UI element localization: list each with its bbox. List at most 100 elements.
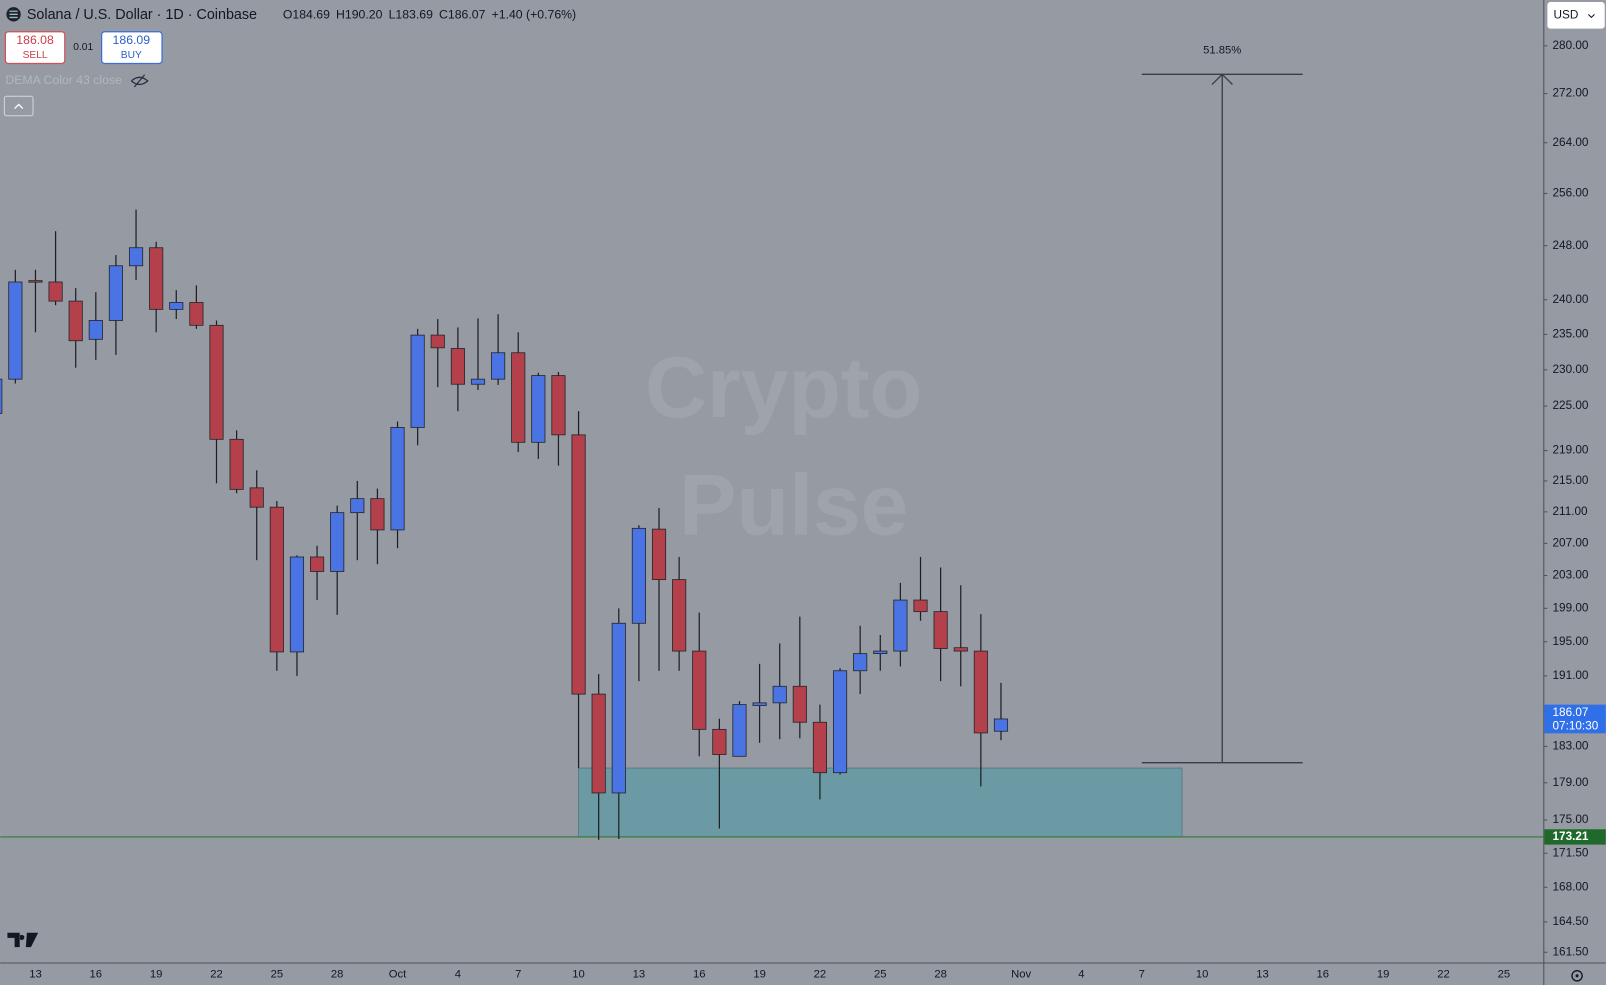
x-tick-label: 19 <box>753 969 766 981</box>
candle-body <box>149 247 164 310</box>
candle-body <box>128 247 144 267</box>
candle-body <box>913 599 928 613</box>
candle-body <box>993 718 1009 732</box>
candle-body <box>752 702 767 706</box>
candle-body <box>792 685 807 723</box>
ohlc-legend: O184.69 H190.20 L183.69 C186.07 +1.40 (+0.76… <box>283 8 576 22</box>
watermark: Crypto <box>645 340 922 436</box>
x-tick-label: 28 <box>331 969 344 981</box>
last-price-tag <box>1544 704 1606 734</box>
x-tick-label: 25 <box>874 969 887 981</box>
candle-body <box>491 352 506 380</box>
x-tick-label: 7 <box>1139 969 1145 981</box>
tradingview-logo <box>7 932 39 948</box>
ohlc-value: 184.69 <box>292 8 330 22</box>
x-tick-label: 4 <box>1078 969 1084 981</box>
symbol-icon-lines <box>9 10 18 19</box>
candle-body <box>832 670 848 774</box>
candle-body <box>973 650 988 734</box>
y-tick-label: 272.00 <box>1553 87 1589 100</box>
candle-body <box>672 579 687 652</box>
y-tick-label: 264.00 <box>1553 136 1589 149</box>
candle-body <box>88 320 103 340</box>
y-tick-label: 179.00 <box>1553 776 1589 789</box>
x-tick-label: 22 <box>1437 969 1450 981</box>
settings-button[interactable] <box>1571 969 1583 982</box>
x-tick-label: 25 <box>271 969 284 981</box>
x-tick-label: 22 <box>814 969 827 981</box>
x-tick-label: 28 <box>934 969 947 981</box>
candle-body <box>289 556 305 653</box>
ohlc-value: 186.07 <box>448 8 486 22</box>
y-tick-label: 199.00 <box>1553 601 1589 614</box>
candle-body <box>812 721 828 774</box>
candle-body <box>8 281 23 380</box>
candle-body <box>350 498 365 514</box>
x-tick-label: Nov <box>1011 969 1031 981</box>
candle-body <box>873 650 888 655</box>
y-tick-label: 203.00 <box>1553 569 1589 582</box>
ohlc-key: O <box>283 8 293 22</box>
sell-price: 186.08 <box>16 33 54 47</box>
indicator-label: DEMA Color 43 close <box>5 73 122 87</box>
candle-body <box>108 265 123 321</box>
y-tick-label: 256.00 <box>1553 187 1589 200</box>
candle-body <box>229 438 244 490</box>
y-tick-label: 215.00 <box>1553 474 1589 487</box>
ohlc-key: H <box>336 8 345 22</box>
y-tick-label: 235.00 <box>1553 328 1589 341</box>
candle-body <box>0 378 3 414</box>
y-tick-label: 207.00 <box>1553 537 1589 550</box>
candle-body <box>470 378 486 385</box>
candle-body <box>611 622 626 794</box>
collapse-icon <box>14 103 24 110</box>
candle-body <box>48 281 63 302</box>
currency-selector[interactable] <box>1547 2 1605 29</box>
watermark: Pulse <box>679 458 908 554</box>
candle-body <box>692 650 707 730</box>
sell-button[interactable] <box>4 31 66 65</box>
settings-dot <box>1575 974 1579 978</box>
x-tick-label: 16 <box>693 969 706 981</box>
candle-body <box>390 427 405 531</box>
x-tick-label: Oct <box>389 969 407 981</box>
y-tick-label: 211.00 <box>1553 505 1589 518</box>
candle-body <box>68 300 83 342</box>
candle-body <box>631 527 646 624</box>
currency-label: USD <box>1554 8 1579 21</box>
candle-body <box>310 556 325 572</box>
x-tick-label: 16 <box>90 969 103 981</box>
countdown: 07:10:30 <box>1553 719 1599 732</box>
y-tick-label: 225.00 <box>1553 399 1589 412</box>
candle-body <box>410 334 425 428</box>
sell-label: SELL <box>23 50 48 61</box>
ohlc-value: 183.69 <box>395 8 433 22</box>
buy-button[interactable] <box>101 31 163 65</box>
last-price-label: 186.07 <box>1553 706 1589 719</box>
y-tick-label: 171.50 <box>1553 846 1589 859</box>
candle-body <box>189 302 204 326</box>
collapse-button[interactable] <box>3 95 34 117</box>
buy-price: 186.09 <box>113 33 151 47</box>
candle-body <box>28 280 43 283</box>
candle-body <box>571 434 586 695</box>
visibility-toggle[interactable] <box>130 74 149 88</box>
candle-body <box>893 599 908 652</box>
candle-body <box>853 653 868 672</box>
y-tick-label: 161.50 <box>1553 945 1589 958</box>
candle-body <box>531 375 546 443</box>
y-tick-label: 230.00 <box>1553 363 1589 376</box>
y-tick-label: 175.00 <box>1553 813 1589 826</box>
x-tick-label: 4 <box>455 969 461 981</box>
x-tick-label: 19 <box>150 969 163 981</box>
candle-body <box>169 302 184 310</box>
support-label: 173.21 <box>1553 830 1589 843</box>
support-tag <box>1544 829 1606 845</box>
y-tick-label: 164.50 <box>1553 915 1589 928</box>
ohlc-key: L <box>389 8 396 22</box>
candle-body <box>551 375 566 436</box>
candle-body <box>269 506 284 653</box>
y-tick-label: 168.00 <box>1553 880 1589 893</box>
